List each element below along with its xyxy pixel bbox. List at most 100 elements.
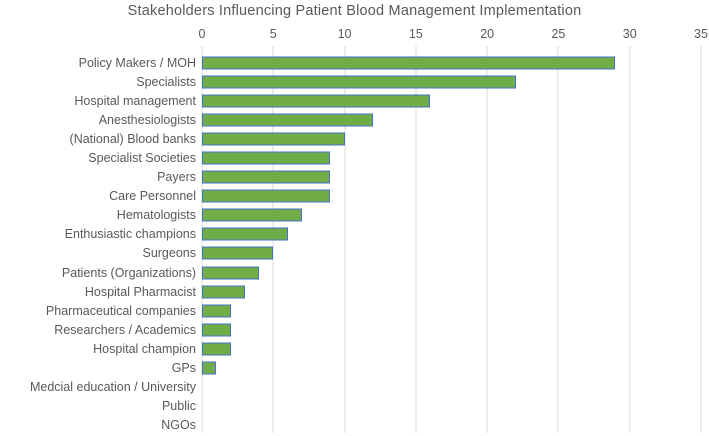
x-axis-tick-label: 35 [694,27,708,41]
bar-track [202,91,701,110]
chart-row: GPs [0,359,701,378]
category-label: Care Personnel [109,189,196,204]
category-label: Payers [157,170,196,185]
category-label: (National) Blood banks [69,131,196,146]
bar-track [202,282,701,301]
chart-row: Hospital champion [0,339,701,358]
bar-track [202,416,701,435]
x-axis-tick-mark [344,46,346,52]
x-axis-tick-label: 20 [480,27,495,41]
category-label: Patients (Organizations) [61,265,196,280]
bar-track [202,244,701,263]
chart-row: Payers [0,168,701,187]
bar-rows: Policy Makers / MOH Specialists Hospital m… [0,53,701,435]
bar-track [202,263,701,282]
bar-track [202,301,701,320]
bar [202,342,231,356]
bar-track [202,110,701,129]
chart-row: Medcial education / University [0,378,701,397]
bar [202,94,431,108]
bar [202,208,302,222]
x-axis-tick-mark [629,46,631,52]
gridline [201,52,203,433]
x-axis-tick-label: 25 [551,27,566,41]
bar [202,361,217,375]
bar-track [202,359,701,378]
chart-row: NGOs [0,416,701,435]
category-label: Hematologists [116,208,196,223]
category-label: Medcial education / University [29,380,196,395]
category-label: Pharmaceutical companies [45,303,196,318]
bar [202,246,274,260]
gridline [486,52,488,433]
bar [202,170,331,184]
bar-track [202,320,701,339]
chart-row: Enthusiastic champions [0,225,701,244]
gridline [415,52,417,433]
x-axis-tick-label: 10 [337,27,352,41]
category-label: Hospital management [74,93,196,108]
bar [202,113,374,127]
x-axis-tick-mark [272,46,274,52]
chart-row: Hematologists [0,206,701,225]
plot-gridlines [201,52,702,433]
chart-row: Care Personnel [0,187,701,206]
gridline [557,52,559,433]
bar-track [202,225,701,244]
gridline [344,52,346,433]
category-label: Surgeons [142,246,196,261]
bar [202,323,231,337]
bar-track [202,148,701,167]
bar-track [202,378,701,397]
x-axis-tick-label: 15 [408,27,423,41]
category-label: Anesthesiologists [98,112,196,127]
category-label: Policy Makers / MOH [78,55,196,70]
category-label: Researchers / Academics [54,322,196,337]
x-axis-tick-mark [201,46,203,52]
chart-row: Hospital management [0,91,701,110]
x-axis-tickmarks [201,46,702,52]
bar-track [202,168,701,187]
x-axis-tick-mark [415,46,417,52]
bar-track [202,339,701,358]
chart-row: Researchers / Academics [0,320,701,339]
bar [202,266,260,280]
x-axis-tick-label: 30 [622,27,637,41]
bar [202,56,616,70]
chart-row: Anesthesiologists [0,110,701,129]
x-axis-tick-mark [486,46,488,52]
bar-track [202,53,701,72]
chart-row: Public [0,397,701,416]
chart-row: Pharmaceutical companies [0,301,701,320]
bar-track [202,72,701,91]
chart-row: Specialist Societies [0,148,701,167]
chart-row: (National) Blood banks [0,129,701,148]
bar [202,75,516,89]
bar-track [202,129,701,148]
bar [202,151,331,165]
category-label: Hospital champion [93,341,196,356]
bar-track [202,397,701,416]
gridline [700,52,702,433]
bar-track [202,206,701,225]
bar [202,285,245,299]
category-label: Public [161,399,196,414]
category-label: NGOs [161,418,196,433]
chart-row: Policy Makers / MOH [0,53,701,72]
x-axis-tick-mark [700,46,702,52]
x-axis-tick-label: 0 [198,27,206,41]
x-axis: 0 5 10 15 20 25 30 35 [198,27,708,43]
category-label: Enthusiastic champions [64,227,196,242]
x-axis-tick-label: 5 [269,27,277,41]
chart-row: Hospital Pharmacist [0,282,701,301]
gridline [629,52,631,433]
bar [202,189,331,203]
x-axis-tick-mark [557,46,559,52]
chart-title: Stakeholders Influencing Patient Blood M… [127,3,582,19]
gridline [272,52,274,433]
bar [202,227,288,241]
category-label: Specialists [136,74,196,89]
bar [202,304,231,318]
chart-row: Surgeons [0,244,701,263]
